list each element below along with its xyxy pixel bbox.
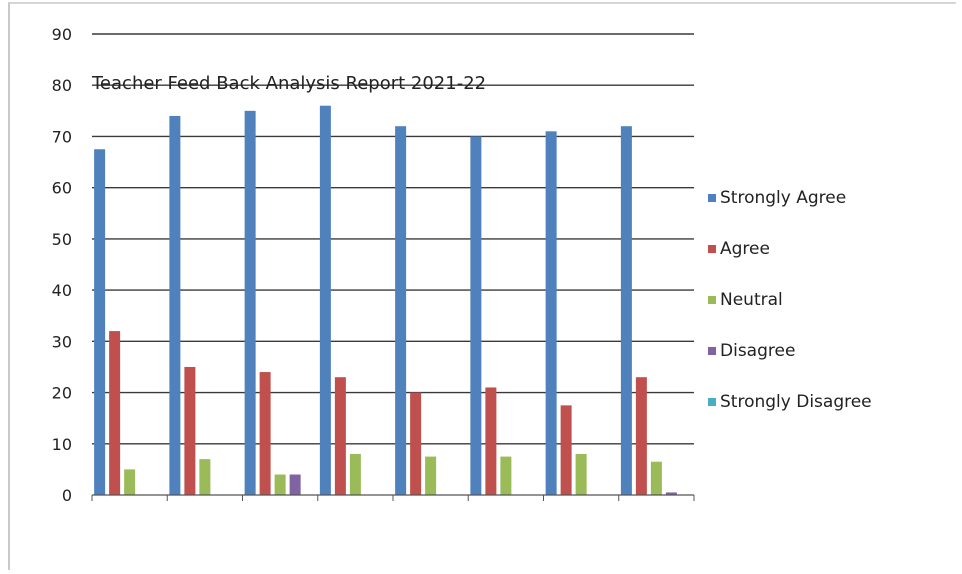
bar-neutral — [425, 456, 437, 495]
bar-strongly-agree — [244, 110, 256, 495]
bar-neutral — [349, 454, 361, 495]
legend-label: Neutral — [720, 290, 783, 310]
legend-label: Disagree — [720, 341, 795, 361]
y-tick-label: 20 — [52, 384, 72, 403]
y-tick-label: 30 — [52, 332, 72, 351]
legend-item: Agree — [708, 239, 770, 259]
bar-strongly-agree — [169, 115, 181, 495]
y-tick-label: 90 — [52, 25, 72, 44]
legend: Strongly Agree Agree Neutral Disagree Strong… — [708, 188, 872, 412]
y-axis-ticks: 0 10 20 30 40 50 60 70 80 90 — [52, 25, 72, 505]
bar-strongly-agree — [319, 105, 331, 495]
bar-neutral — [199, 459, 211, 495]
legend-swatch — [708, 245, 716, 253]
bar-agree — [184, 366, 196, 495]
gridlines — [92, 33, 694, 445]
legend-item: Strongly Disagree — [708, 392, 872, 412]
legend-label: Agree — [720, 239, 770, 259]
bar-neutral — [124, 469, 136, 495]
x-axis — [91, 494, 695, 501]
bar-agree — [334, 377, 346, 495]
bar-neutral — [500, 456, 512, 495]
y-tick-label: 50 — [52, 230, 72, 249]
legend-label: Strongly Agree — [720, 188, 846, 208]
bar-agree — [485, 387, 497, 495]
bar-strongly-agree — [395, 126, 407, 495]
y-tick-label: 10 — [52, 435, 72, 454]
bar-strongly-agree — [620, 126, 632, 495]
bar-strongly-agree — [545, 131, 557, 496]
legend-item: Neutral — [708, 290, 783, 310]
bar-agree — [410, 392, 422, 495]
chart-frame — [8, 2, 956, 570]
y-tick-label: 60 — [52, 179, 72, 198]
legend-swatch — [708, 296, 716, 304]
bar-agree — [560, 405, 572, 495]
y-tick-label: 80 — [52, 76, 72, 95]
legend-item: Strongly Agree — [708, 188, 846, 208]
bar-agree — [635, 377, 647, 495]
legend-swatch — [708, 347, 716, 355]
y-tick-label: 70 — [52, 127, 72, 146]
legend-item: Disagree — [708, 341, 795, 361]
bar-disagree — [289, 474, 301, 495]
bar-neutral — [274, 474, 286, 495]
y-tick-label: 0 — [62, 486, 72, 505]
bar-disagree — [665, 492, 677, 495]
bar-agree — [109, 331, 121, 495]
legend-label: Strongly Disagree — [720, 392, 872, 412]
chart-title: Teacher Feed Back Analysis Report 2021-2… — [91, 73, 486, 94]
bars — [94, 105, 677, 496]
bar-strongly-agree — [470, 136, 482, 495]
bar-agree — [259, 372, 271, 495]
y-tick-label: 40 — [52, 281, 72, 300]
legend-swatch — [708, 194, 716, 202]
bar-strongly-agree — [94, 149, 106, 495]
bar-neutral — [575, 454, 587, 495]
legend-swatch — [708, 398, 716, 406]
bar-neutral — [650, 461, 662, 495]
